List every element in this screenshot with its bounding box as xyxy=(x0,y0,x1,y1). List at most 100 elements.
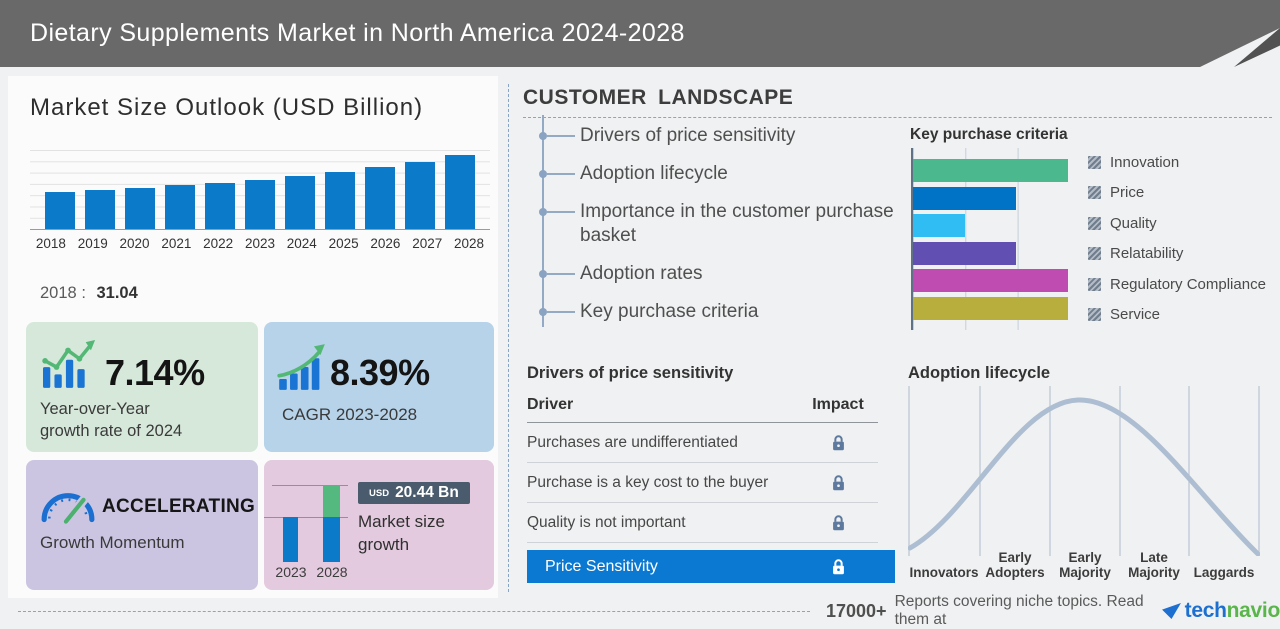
size-growth-line1: Market size xyxy=(358,512,445,531)
landscape-item-label: Adoption lifecycle xyxy=(580,163,728,184)
yoy-label-line1: Year-over-Year xyxy=(40,400,150,418)
branch-dot-icon xyxy=(538,170,547,178)
driver-row: Purchases are undifferentiated xyxy=(527,423,878,463)
brand-part2: navio xyxy=(1226,599,1280,622)
vertical-divider xyxy=(508,84,509,592)
branch-dot-icon xyxy=(538,270,547,278)
price-sensitivity-title: Drivers of price sensitivity xyxy=(527,364,734,382)
kpc-bar-row xyxy=(913,269,1068,292)
footer-dashed-line xyxy=(18,611,810,612)
momentum-status: ACCELERATING xyxy=(102,496,256,517)
table-header-row: Driver Impact xyxy=(527,396,878,423)
cagr-value: 8.39% xyxy=(330,352,430,393)
growth-amount-badge: USD 20.44 Bn xyxy=(358,482,470,504)
mini-chart-baseline xyxy=(264,517,348,518)
size-growth-label: Market size growth xyxy=(358,510,445,556)
bell-curve-line xyxy=(908,397,1260,556)
driver-label: Purchases are undifferentiated xyxy=(527,433,738,451)
lock-icon xyxy=(832,514,844,530)
x-axis-label: 2022 xyxy=(203,236,234,251)
kpc-legend-label: Innovation xyxy=(1110,153,1180,171)
landscape-item-label: Adoption rates xyxy=(580,263,703,284)
kpc-legend-label: Service xyxy=(1110,306,1161,323)
driver-label: Quality is not important xyxy=(527,513,686,531)
yoy-label-line2: growth rate of 2024 xyxy=(40,422,183,440)
cagr-label: CAGR 2023-2028 xyxy=(282,405,418,424)
bar-trend-icon xyxy=(42,340,96,388)
lock-icon xyxy=(832,434,844,450)
mini-year-end: 2028 xyxy=(316,564,348,580)
stage-label-line: Early xyxy=(1068,550,1102,565)
x-axis-label: 2025 xyxy=(328,236,359,251)
kpc-legend-item: Regulatory Compliance xyxy=(1088,274,1266,294)
stage-label-line: Majority xyxy=(1128,565,1180,580)
lifecycle-stage-label: Innovators xyxy=(908,565,980,580)
driver-label: Purchase is a key cost to the buyer xyxy=(527,473,769,491)
report-count: 17000+ xyxy=(826,600,887,621)
kpc-bar xyxy=(913,214,965,237)
market-size-bar xyxy=(165,185,195,229)
market-size-bar xyxy=(45,192,75,229)
branch-line-icon xyxy=(547,273,575,275)
x-axis-label: 2018 xyxy=(35,236,66,251)
market-size-bar xyxy=(125,188,155,229)
stage-label-line: Adopters xyxy=(985,565,1045,580)
cl-list: Drivers of price sensitivity Adoption lif… xyxy=(530,115,900,338)
size-growth-line2: growth xyxy=(358,535,410,554)
impact-column-header: Impact xyxy=(812,396,864,413)
lock-icon xyxy=(832,474,844,490)
brand-part1: tech xyxy=(1184,599,1227,622)
cagr-card: 8.39% CAGR 2023-2028 xyxy=(264,322,494,452)
page-title: Dietary Supplements Market in North Amer… xyxy=(30,19,685,47)
base-year-note: 2018 : 31.04 xyxy=(40,284,138,303)
landscape-list-item: Key purchase criteria xyxy=(530,300,900,324)
market-size-bar xyxy=(325,172,355,229)
impact-lock-cell xyxy=(798,474,878,492)
branch-line-icon xyxy=(547,135,575,137)
market-size-bar xyxy=(245,180,275,229)
customer-landscape-title: CUSTOMER LANDSCAPE xyxy=(523,86,1272,118)
lock-icon xyxy=(832,558,844,574)
kpc-legend-item: Service xyxy=(1088,305,1266,325)
stage-label-line: Laggards xyxy=(1193,565,1255,580)
kpc-bar xyxy=(913,269,1068,292)
growth-arrow-icon xyxy=(277,344,325,390)
stage-label-line: Innovators xyxy=(909,565,979,580)
technavio-logo: tech navio xyxy=(1161,599,1280,623)
hatch-marker-icon xyxy=(1088,186,1101,199)
market-size-bar xyxy=(405,162,435,229)
market-size-bar xyxy=(85,190,115,229)
stage-label-line: Late xyxy=(1140,550,1168,565)
market-chart-labels: 2018 2019 2020 2021 2022 2023 2024 2025 2026 2027… xyxy=(30,236,490,251)
kpc-legend-item: Relatability xyxy=(1088,244,1266,264)
header-bar: Dietary Supplements Market in North Amer… xyxy=(0,0,1280,67)
lifecycle-stage-label: Early Majority xyxy=(1050,550,1120,580)
technavio-arrow-icon xyxy=(1161,602,1181,619)
adoption-labels: Innovators Early Adopters Early Majority Late… xyxy=(908,550,1260,580)
hatch-marker-icon xyxy=(1088,216,1101,230)
landscape-list-item: Adoption lifecycle xyxy=(530,162,900,186)
kpc-legend-item: Price xyxy=(1088,183,1266,203)
x-axis-label: 2028 xyxy=(454,236,485,251)
market-size-bar xyxy=(285,176,315,229)
base-year-label: 2018 xyxy=(40,284,77,302)
kpc-legend-label: Quality xyxy=(1110,214,1157,232)
kpc-legend-item: Innovation xyxy=(1088,152,1266,172)
highlight-row-label: Price Sensitivity xyxy=(545,557,658,575)
landscape-list-item: Adoption rates xyxy=(530,262,900,286)
kpc-bar xyxy=(913,296,1068,320)
hatch-marker-icon xyxy=(1088,277,1101,291)
x-axis-label: 2021 xyxy=(161,236,192,251)
yoy-growth-card: 7.14% Year-over-Year growth rate of 2024 xyxy=(26,322,258,452)
footer: 17000+ Reports covering niche topics. Re… xyxy=(826,593,1280,628)
mini-year-start: 2023 xyxy=(275,564,307,580)
landscape-item-label: Importance in the customer purchase bask… xyxy=(580,201,894,246)
kpc-bar-row xyxy=(913,186,1068,210)
speedometer-icon xyxy=(41,493,95,524)
adoption-lifecycle-title: Adoption lifecycle xyxy=(908,364,1051,382)
branch-dot-icon xyxy=(538,132,547,140)
kpc-legend-label: Relatability xyxy=(1110,245,1184,262)
stage-label-line: Majority xyxy=(1059,565,1111,580)
landscape-list-item: Drivers of price sensitivity xyxy=(530,124,900,148)
